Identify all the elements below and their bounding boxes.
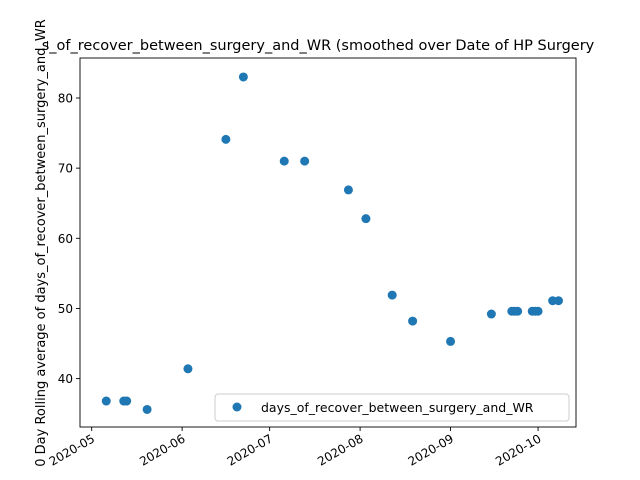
plot-area-frame <box>79 57 577 428</box>
x-tick-label: 2020-05 <box>47 431 97 468</box>
legend-box <box>214 393 570 422</box>
y-tick-label: 70 <box>58 162 73 176</box>
data-point-1 <box>101 396 111 406</box>
data-point-15 <box>486 309 496 319</box>
data-point-4 <box>142 404 152 414</box>
data-point-23 <box>553 296 563 306</box>
data-point-12 <box>387 290 397 300</box>
data-point-10 <box>343 185 353 195</box>
y-axis: 40 50 60 70 80 <box>58 91 80 386</box>
x-tick-label: 2020-06 <box>137 431 187 468</box>
x-tick-label: 2020-10 <box>493 431 543 468</box>
chart-title: s_of_recover_between_surgery_and_WR (smo… <box>42 38 595 54</box>
legend: days_of_recover_between_surgery_and_WR <box>214 393 570 422</box>
y-axis-label: 0 Day Rolling average of days_of_recover… <box>34 19 49 466</box>
y-tick-label: 80 <box>58 91 73 105</box>
x-tick-label: 2020-08 <box>315 431 365 468</box>
y-tick-label: 50 <box>58 302 73 316</box>
data-point-5 <box>183 364 193 374</box>
data-point-7 <box>238 72 248 82</box>
data-point-8 <box>279 156 289 166</box>
data-point-11 <box>361 214 371 224</box>
data-point-14 <box>446 336 456 346</box>
data-points <box>101 72 563 414</box>
legend-marker <box>232 402 242 412</box>
y-tick-label: 60 <box>58 232 73 246</box>
legend-label: days_of_recover_between_surgery_and_WR <box>261 400 534 415</box>
x-axis: 2020-05 2020-06 2020-07 2020-08 2020-09 2020-… <box>47 427 544 469</box>
data-point-18 <box>513 306 523 316</box>
data-point-3 <box>122 396 132 406</box>
y-tick-label: 40 <box>58 372 73 386</box>
x-tick-label: 2020-07 <box>225 431 275 468</box>
data-point-6 <box>221 134 231 144</box>
data-point-13 <box>408 316 418 326</box>
x-tick-label: 2020-09 <box>406 431 456 468</box>
data-point-21 <box>533 306 543 316</box>
data-point-9 <box>300 156 310 166</box>
